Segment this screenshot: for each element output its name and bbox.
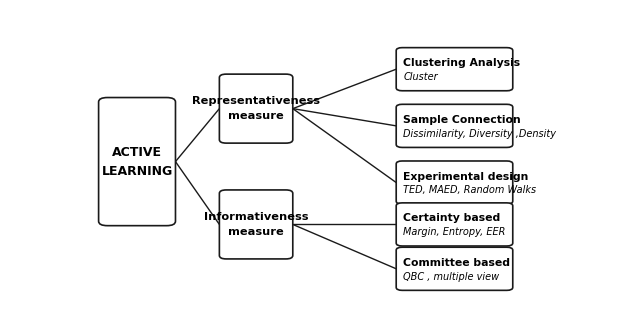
Text: Committee based: Committee based (403, 258, 510, 268)
FancyBboxPatch shape (396, 104, 513, 148)
Text: Sample Connection: Sample Connection (403, 115, 521, 125)
FancyBboxPatch shape (396, 203, 513, 246)
Text: TED, MAED, Random Walks: TED, MAED, Random Walks (403, 185, 536, 195)
Text: QBC , multiple view: QBC , multiple view (403, 272, 499, 282)
Text: Experimental design: Experimental design (403, 172, 529, 181)
Text: Certainty based: Certainty based (403, 213, 500, 223)
FancyBboxPatch shape (396, 161, 513, 204)
Text: Cluster: Cluster (403, 72, 438, 82)
Text: Representativeness
measure: Representativeness measure (192, 96, 320, 121)
Text: Informativeness
measure: Informativeness measure (204, 212, 308, 237)
FancyBboxPatch shape (396, 247, 513, 290)
Text: Dissimilarity, Diversity ,Density: Dissimilarity, Diversity ,Density (403, 129, 556, 139)
FancyBboxPatch shape (220, 74, 292, 143)
Text: Clustering Analysis: Clustering Analysis (403, 58, 520, 68)
FancyBboxPatch shape (396, 48, 513, 91)
FancyBboxPatch shape (220, 190, 292, 259)
FancyBboxPatch shape (99, 98, 175, 226)
Text: ACTIVE
LEARNING: ACTIVE LEARNING (101, 146, 173, 178)
Text: Margin, Entropy, EER: Margin, Entropy, EER (403, 227, 506, 237)
